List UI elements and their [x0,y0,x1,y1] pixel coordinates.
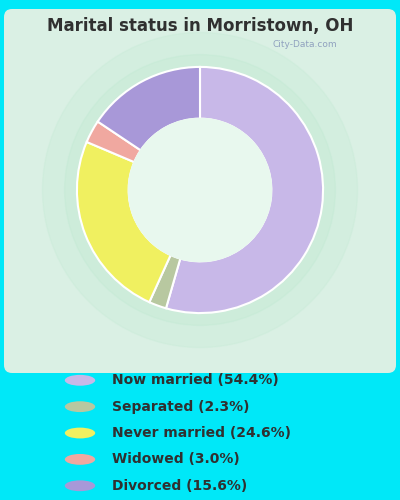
Circle shape [89,79,311,301]
Text: Never married (24.6%): Never married (24.6%) [112,426,291,440]
Text: Marital status in Morristown, OH: Marital status in Morristown, OH [47,18,353,36]
Text: Widowed (3.0%): Widowed (3.0%) [112,452,240,466]
FancyBboxPatch shape [4,9,396,373]
Text: Divorced (15.6%): Divorced (15.6%) [112,479,247,493]
Text: City-Data.com: City-Data.com [272,40,337,50]
Circle shape [65,375,95,386]
Wedge shape [77,142,170,302]
Text: Now married (54.4%): Now married (54.4%) [112,374,279,388]
Circle shape [129,118,271,262]
Circle shape [65,454,95,465]
Wedge shape [98,67,200,150]
Circle shape [42,32,358,347]
Wedge shape [87,122,141,162]
Wedge shape [166,67,323,313]
Wedge shape [149,255,180,308]
Circle shape [65,54,335,326]
Text: Separated (2.3%): Separated (2.3%) [112,400,250,413]
Circle shape [65,428,95,438]
Circle shape [129,118,271,262]
Circle shape [65,480,95,491]
Circle shape [65,401,95,412]
